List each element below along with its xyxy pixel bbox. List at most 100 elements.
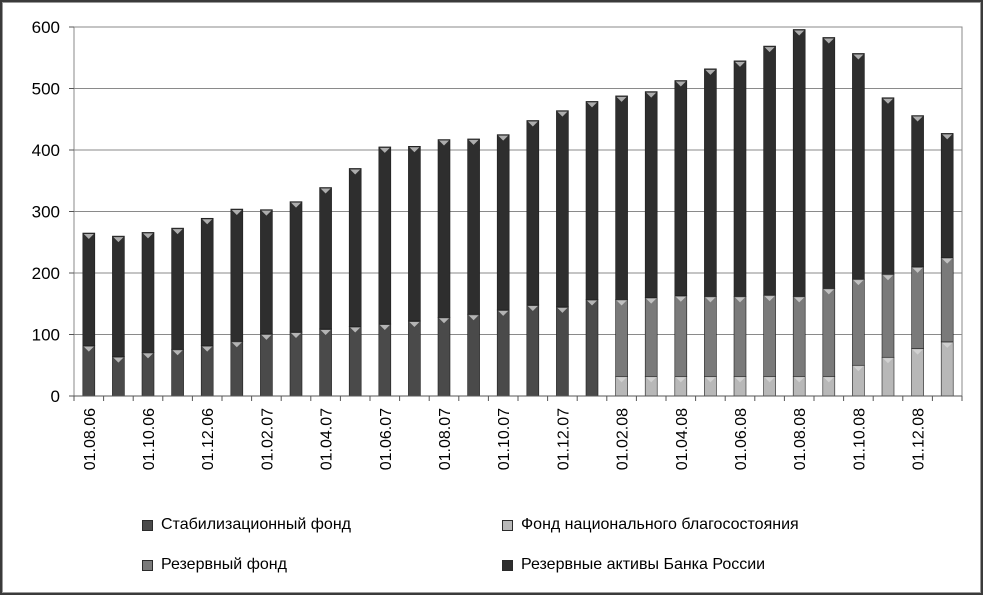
bar-segment-highlight bbox=[912, 349, 923, 355]
bar-segment bbox=[82, 345, 96, 397]
bar-segment-highlight bbox=[439, 318, 449, 324]
bar-segment bbox=[644, 91, 658, 298]
bar-segment-highlight bbox=[291, 202, 301, 208]
x-tick-label: 01.02.07 bbox=[259, 408, 276, 470]
bar-segment bbox=[940, 133, 954, 258]
bar-segment bbox=[704, 68, 717, 297]
bar-segment bbox=[615, 299, 628, 377]
bar-segment bbox=[348, 326, 362, 397]
x-tick-label: 01.10.06 bbox=[141, 408, 158, 470]
bar-segment-highlight bbox=[83, 346, 94, 352]
y-tick-label: 400 bbox=[32, 141, 60, 160]
bar-segment-highlight bbox=[527, 121, 538, 127]
bar-segment-highlight bbox=[202, 346, 213, 352]
bar-segment bbox=[200, 345, 214, 397]
bar-segment-highlight bbox=[735, 61, 745, 67]
bar-segment-highlight bbox=[942, 134, 953, 140]
x-tick-label: 01.10.07 bbox=[496, 408, 513, 470]
bar-segment bbox=[467, 313, 480, 397]
bar-segment-highlight bbox=[557, 307, 568, 313]
bar-segment-highlight bbox=[764, 296, 775, 302]
bar-segment-highlight bbox=[912, 267, 923, 273]
y-tick-label: 300 bbox=[32, 203, 60, 222]
y-tick-label: 500 bbox=[32, 80, 60, 99]
bar-segment-highlight bbox=[616, 300, 627, 306]
bar-segment-highlight bbox=[261, 334, 272, 340]
bar-segment-highlight bbox=[942, 258, 953, 264]
bar-segment-highlight bbox=[231, 342, 242, 348]
bar-segment-highlight bbox=[883, 98, 893, 104]
bar-segment-highlight bbox=[646, 377, 657, 383]
bar-segment bbox=[378, 146, 392, 325]
bar-segment bbox=[526, 304, 540, 397]
bar-segment-highlight bbox=[113, 237, 124, 243]
bar-segment-highlight bbox=[587, 102, 597, 108]
bar-segment bbox=[911, 348, 924, 397]
legend-swatch-bank-of-russia-reserves bbox=[502, 559, 513, 571]
bar-segment bbox=[141, 232, 155, 353]
x-tick-label: 01.08.08 bbox=[792, 408, 809, 470]
bar-segment-highlight bbox=[143, 353, 153, 359]
bar-segment bbox=[792, 29, 806, 297]
bar-segment-highlight bbox=[735, 377, 745, 383]
bar-segment bbox=[496, 134, 510, 311]
bar-segment bbox=[852, 53, 865, 280]
legend-label: Фонд национального благосостояния bbox=[521, 516, 799, 533]
bar-segment-highlight bbox=[764, 377, 775, 383]
bar-segment-highlight bbox=[646, 298, 657, 304]
bar-segment-highlight bbox=[379, 325, 390, 331]
legend-label: Стабилизационный фонд bbox=[161, 516, 351, 533]
bar-segment-highlight bbox=[172, 350, 183, 356]
bar-segment bbox=[852, 278, 865, 366]
bar-segment bbox=[644, 297, 658, 377]
bar-segment-highlight bbox=[794, 30, 805, 36]
bar-segment bbox=[260, 209, 273, 335]
bar-segment-highlight bbox=[498, 135, 509, 141]
bar-segment bbox=[674, 295, 688, 377]
bar-segment-highlight bbox=[320, 188, 331, 194]
y-tick-label: 200 bbox=[32, 264, 60, 283]
bar-segment bbox=[319, 187, 332, 330]
bar-segment bbox=[733, 60, 747, 297]
bar-segment-highlight bbox=[587, 300, 597, 306]
bar-segment-highlight bbox=[794, 377, 805, 383]
bar-segment bbox=[763, 294, 776, 377]
bar-segment bbox=[467, 138, 480, 315]
x-tick-label: 01.12.08 bbox=[911, 408, 928, 470]
bar-segment-highlight bbox=[705, 377, 716, 383]
bar-segment-highlight bbox=[675, 377, 686, 383]
x-tick-label: 01.12.06 bbox=[200, 408, 217, 470]
legend-item-stabilization-fund: Стабилизационный фонд bbox=[142, 516, 351, 534]
bar-segment-highlight bbox=[853, 366, 864, 372]
bar-segment-highlight bbox=[202, 219, 213, 225]
y-tick-label: 100 bbox=[32, 326, 60, 345]
x-tick-label: 01.08.06 bbox=[82, 408, 99, 470]
bar-segment-highlight bbox=[675, 81, 686, 87]
bar-segment bbox=[437, 139, 451, 318]
bar-segment-highlight bbox=[143, 233, 153, 239]
bar-segment bbox=[792, 296, 806, 377]
bar-segment-highlight bbox=[231, 210, 242, 216]
bar-segment-highlight bbox=[853, 54, 864, 60]
bar-segment-highlight bbox=[883, 275, 893, 281]
bar-segment bbox=[112, 235, 125, 357]
bar-segment bbox=[556, 110, 569, 308]
bar-segment-highlight bbox=[823, 289, 834, 295]
bar-segment bbox=[289, 201, 303, 333]
bar-segment bbox=[348, 168, 362, 327]
bar-segment bbox=[674, 80, 688, 297]
bar-segment bbox=[496, 309, 510, 397]
bar-segment-highlight bbox=[557, 111, 568, 117]
bar-segment-highlight bbox=[675, 296, 686, 302]
bar-segment-highlight bbox=[912, 116, 923, 122]
bar-segment-highlight bbox=[823, 38, 834, 44]
bar-segment-highlight bbox=[291, 333, 301, 339]
x-tick-label: 01.02.08 bbox=[615, 408, 632, 470]
bar-segment-highlight bbox=[83, 234, 94, 240]
bar-segment bbox=[585, 299, 599, 397]
bar-segment bbox=[378, 323, 392, 397]
bar-segment-highlight bbox=[705, 297, 716, 303]
bar-segment bbox=[408, 320, 421, 397]
bar-segment bbox=[940, 257, 954, 343]
